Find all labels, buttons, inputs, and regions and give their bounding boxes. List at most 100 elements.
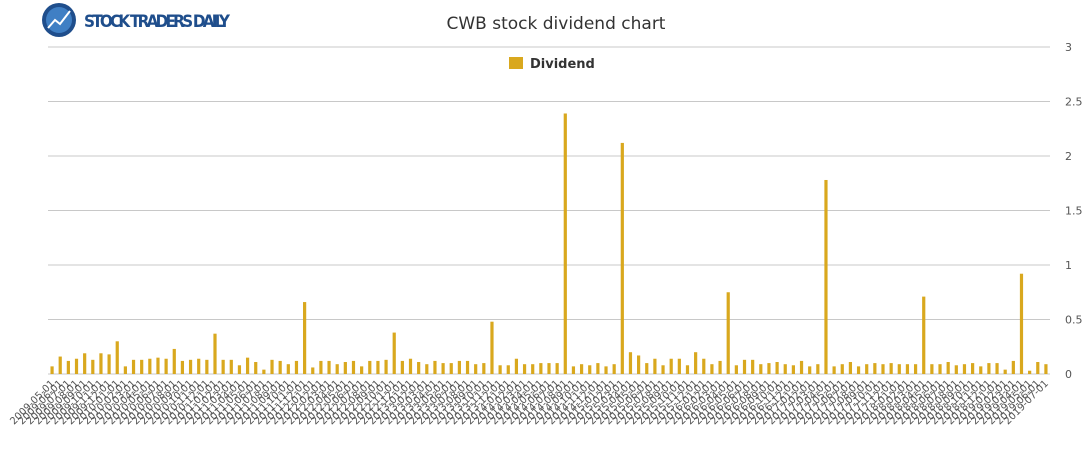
bar <box>294 360 299 374</box>
bar <box>384 359 388 374</box>
bar <box>327 360 331 374</box>
bar <box>677 358 681 374</box>
logo-icon-inner <box>46 7 72 33</box>
bar <box>417 362 421 374</box>
y-tick-label: 0.5 <box>1065 314 1083 327</box>
logo-arrow <box>47 10 71 29</box>
bar <box>368 360 372 374</box>
bar <box>628 352 633 374</box>
y-tick-label: 3 <box>1065 41 1072 54</box>
bar <box>465 360 470 374</box>
bar <box>799 360 804 374</box>
bar <box>832 366 836 374</box>
bar <box>897 364 901 374</box>
bar <box>522 364 527 374</box>
bar <box>742 359 747 374</box>
bar <box>205 359 209 374</box>
legend-swatch <box>509 57 523 69</box>
bar <box>400 360 404 374</box>
bar <box>588 365 592 374</box>
bar <box>913 364 918 374</box>
bar <box>653 358 657 374</box>
bar <box>840 364 844 374</box>
bar <box>197 358 201 374</box>
bar <box>995 363 999 374</box>
bar <box>172 348 176 374</box>
bar <box>612 364 616 374</box>
bar <box>767 363 771 374</box>
bar <box>881 364 885 374</box>
bar <box>645 363 649 374</box>
y-tick-label: 2 <box>1065 150 1072 163</box>
bar <box>66 360 70 374</box>
bar <box>408 358 413 374</box>
bar <box>873 363 877 374</box>
bar <box>604 366 608 374</box>
bar <box>734 365 738 374</box>
bar <box>123 366 127 374</box>
bar <box>99 353 103 374</box>
bar <box>848 362 853 374</box>
bar <box>783 364 787 374</box>
bar <box>286 364 290 374</box>
bar <box>474 364 478 374</box>
bar <box>946 362 950 374</box>
bar <box>718 360 722 374</box>
bar <box>392 332 396 374</box>
bar <box>685 365 690 374</box>
bar <box>1028 370 1032 374</box>
bar <box>83 353 87 374</box>
bar <box>213 333 217 374</box>
y-tick-label: 2.5 <box>1065 96 1083 109</box>
bar <box>759 364 763 374</box>
bar <box>702 358 706 374</box>
bar <box>58 356 62 374</box>
bar <box>270 359 274 374</box>
bar <box>360 366 364 374</box>
bar <box>91 359 95 374</box>
bar <box>1036 362 1040 374</box>
bar <box>547 363 551 374</box>
bar <box>278 360 282 374</box>
bar <box>303 302 307 374</box>
y-tick-label: 1 <box>1065 259 1072 272</box>
bar <box>498 365 502 374</box>
bar <box>514 358 519 374</box>
bar <box>441 363 445 374</box>
bar <box>245 357 250 374</box>
bar <box>351 360 356 374</box>
bar <box>922 296 926 374</box>
bar <box>726 292 730 374</box>
bar <box>808 366 812 374</box>
bar <box>74 358 79 374</box>
bar <box>164 358 168 374</box>
bar <box>188 359 193 374</box>
bar <box>1019 273 1024 374</box>
bar <box>311 367 315 374</box>
bar <box>865 364 869 374</box>
bar <box>1011 360 1015 374</box>
bar <box>140 359 144 374</box>
bar <box>775 362 779 374</box>
bar <box>661 365 665 374</box>
bar <box>563 113 567 375</box>
bar <box>596 363 600 374</box>
bar <box>694 352 698 374</box>
bar <box>343 362 347 374</box>
bar <box>971 363 975 374</box>
bar <box>1044 364 1048 374</box>
bar <box>637 355 641 374</box>
bar <box>889 363 893 374</box>
bar <box>579 364 584 374</box>
bar <box>824 179 828 374</box>
bar <box>856 366 861 374</box>
bar <box>620 142 624 374</box>
logo: STOCK TRADERS DAILY <box>42 3 231 37</box>
bar <box>539 363 543 374</box>
bar <box>449 363 453 374</box>
bar <box>962 364 967 374</box>
bar <box>987 363 991 374</box>
bar <box>319 360 323 374</box>
brand: STOCK TRADERS DAILY <box>84 12 231 32</box>
